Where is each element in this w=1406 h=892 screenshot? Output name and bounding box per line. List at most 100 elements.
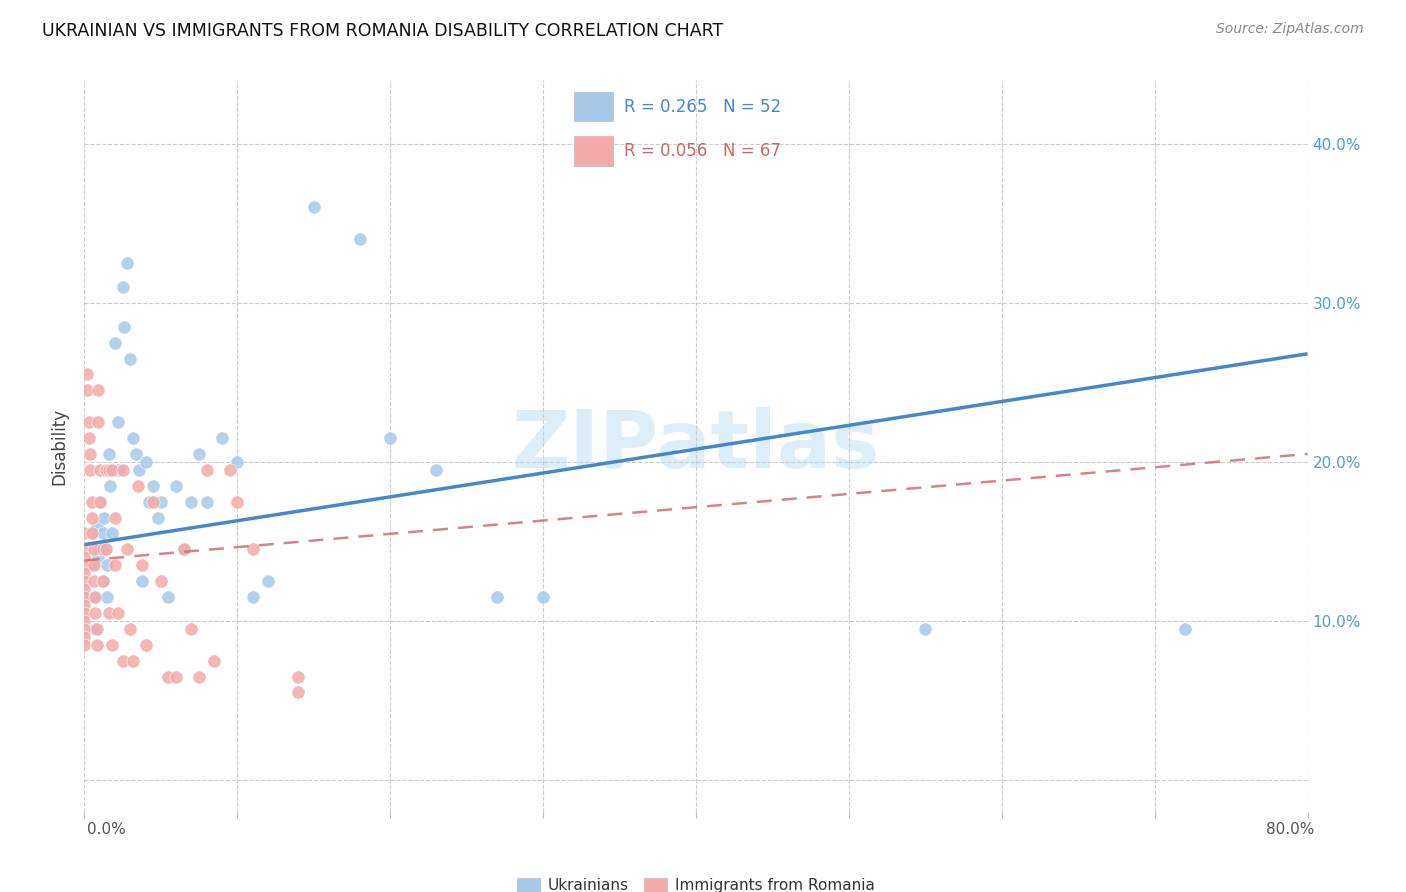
Point: [180, 622, 202, 636]
Point: [914, 622, 936, 636]
Point: [89, 463, 111, 477]
Point: [76, 384, 98, 398]
Point: [98, 479, 121, 493]
Point: [128, 463, 150, 477]
Point: [89, 494, 111, 508]
Point: [125, 447, 148, 461]
Point: [131, 558, 153, 573]
Point: [87, 384, 110, 398]
Point: [80, 558, 103, 573]
Text: ZIPatlas: ZIPatlas: [512, 407, 880, 485]
Point: [115, 256, 138, 270]
Point: [149, 494, 172, 508]
Point: [97, 463, 120, 477]
Point: [77, 431, 100, 445]
Point: [425, 463, 447, 477]
Point: [80, 510, 103, 524]
Point: [180, 494, 202, 508]
Point: [79, 463, 101, 477]
Text: Source: ZipAtlas.com: Source: ZipAtlas.com: [1216, 22, 1364, 37]
Point: [195, 494, 218, 508]
Point: [80, 590, 103, 604]
Point: [146, 510, 169, 524]
Point: [226, 494, 249, 508]
Point: [122, 431, 145, 445]
Point: [138, 494, 160, 508]
Point: [97, 606, 120, 620]
Point: [302, 201, 325, 215]
Point: [83, 574, 105, 589]
Point: [89, 542, 111, 557]
Point: [104, 558, 127, 573]
Point: [226, 455, 249, 469]
Point: [349, 232, 371, 246]
Point: [135, 638, 157, 652]
Point: [101, 526, 124, 541]
Point: [195, 463, 218, 477]
Point: [115, 542, 138, 557]
Point: [83, 542, 105, 557]
Point: [80, 494, 103, 508]
Point: [86, 638, 108, 652]
Point: [73, 590, 96, 604]
Point: [188, 447, 211, 461]
Point: [73, 558, 96, 573]
Point: [111, 280, 134, 294]
FancyBboxPatch shape: [574, 136, 613, 166]
Point: [91, 574, 114, 589]
Point: [111, 654, 134, 668]
Text: R = 0.056   N = 67: R = 0.056 N = 67: [624, 142, 782, 160]
Point: [135, 455, 157, 469]
Point: [76, 368, 98, 382]
Point: [104, 335, 127, 350]
Point: [157, 590, 180, 604]
Point: [96, 558, 118, 573]
Point: [107, 606, 129, 620]
Point: [287, 685, 309, 699]
Point: [73, 606, 96, 620]
Point: [122, 654, 145, 668]
Point: [165, 479, 187, 493]
Point: [84, 622, 107, 636]
Point: [73, 622, 96, 636]
Point: [486, 590, 509, 604]
Point: [131, 574, 153, 589]
Point: [73, 574, 96, 589]
Point: [83, 590, 105, 604]
Point: [91, 542, 114, 557]
Point: [142, 479, 165, 493]
Point: [257, 574, 280, 589]
Point: [104, 510, 127, 524]
Point: [73, 614, 96, 628]
Point: [111, 463, 134, 477]
Point: [157, 669, 180, 683]
Point: [73, 582, 96, 596]
Text: UKRAINIAN VS IMMIGRANTS FROM ROMANIA DISABILITY CORRELATION CHART: UKRAINIAN VS IMMIGRANTS FROM ROMANIA DIS…: [42, 22, 724, 40]
Point: [211, 431, 233, 445]
Point: [86, 622, 108, 636]
Point: [242, 542, 264, 557]
Text: R = 0.265   N = 52: R = 0.265 N = 52: [624, 98, 782, 116]
Point: [94, 463, 117, 477]
Point: [173, 542, 195, 557]
Point: [73, 630, 96, 644]
FancyBboxPatch shape: [574, 92, 613, 121]
Point: [380, 431, 402, 445]
Point: [202, 654, 225, 668]
Point: [80, 526, 103, 541]
Point: [149, 574, 172, 589]
Point: [73, 598, 96, 612]
Point: [87, 415, 110, 429]
Text: 80.0%: 80.0%: [1267, 822, 1315, 837]
Point: [120, 351, 142, 366]
Point: [531, 590, 554, 604]
Point: [73, 550, 96, 565]
Point: [127, 479, 149, 493]
Legend: Ukrainians, Immigrants from Romania: Ukrainians, Immigrants from Romania: [512, 871, 880, 892]
Point: [287, 669, 309, 683]
Point: [96, 590, 118, 604]
Point: [165, 669, 187, 683]
Point: [79, 447, 101, 461]
Y-axis label: Disability: Disability: [51, 408, 69, 484]
Point: [1174, 622, 1197, 636]
